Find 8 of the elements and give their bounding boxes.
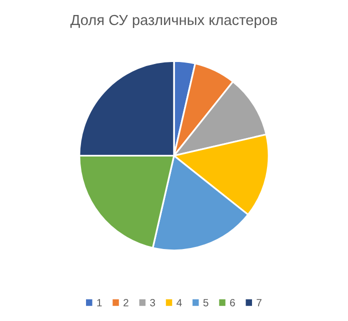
legend-label: 3 <box>150 298 156 306</box>
legend-label: 6 <box>230 298 235 306</box>
legend-label: 7 <box>256 299 262 306</box>
legend-label: 4 <box>176 299 182 306</box>
legend-label: 5 <box>203 299 208 306</box>
legend-label: 1 <box>97 299 102 306</box>
chart-title: Доля СУ различных кластеров <box>70 14 278 28</box>
legend-label: 2 <box>124 298 128 306</box>
